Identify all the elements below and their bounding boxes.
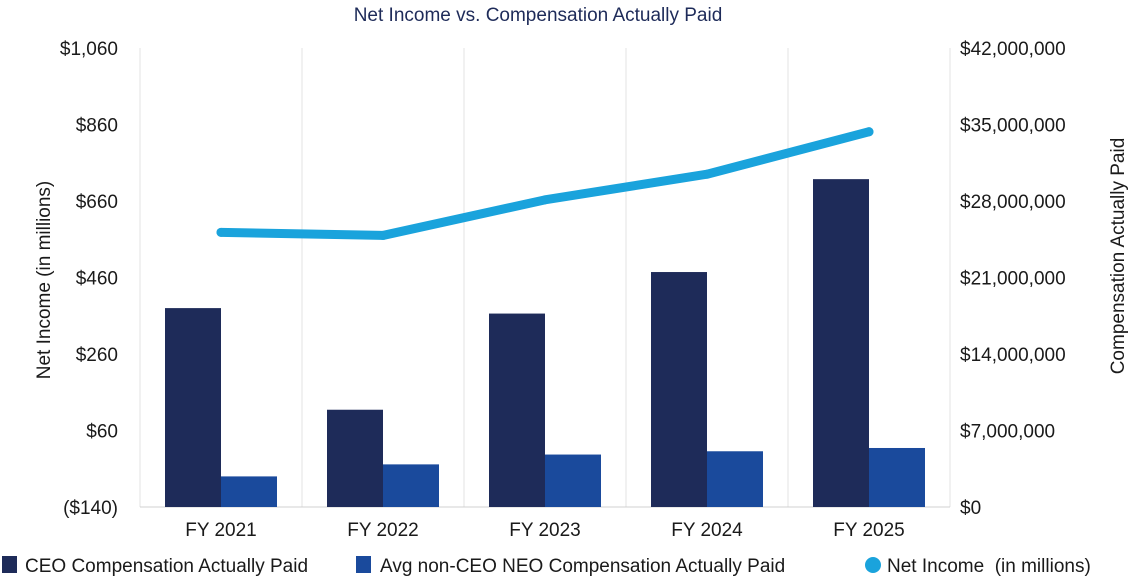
legend-swatch-net-income: [865, 557, 881, 573]
legend-label-neo: Avg non-CEO NEO Compensation Actually Pa…: [380, 556, 785, 577]
legend-label-ceo: CEO Compensation Actually Paid: [25, 556, 308, 577]
right-tick-label: $14,000,000: [960, 345, 1066, 366]
right-axis-label: Compensation Actually Paid: [1108, 138, 1129, 375]
bar-ceo: [651, 272, 707, 507]
x-tick-label: FY 2024: [671, 520, 743, 541]
x-tick-label: FY 2023: [509, 520, 580, 541]
bar-ceo: [489, 313, 545, 507]
bars: [165, 179, 925, 507]
left-tick-label: $260: [76, 345, 118, 366]
x-tick-label: FY 2022: [347, 520, 418, 541]
bar-ceo: [327, 409, 383, 507]
legend-label-net-income: Net Income (in millions): [887, 556, 1091, 577]
net-income-point: [702, 169, 712, 179]
net-income-line: [216, 127, 874, 240]
chart-title: Net Income vs. Compensation Actually Pai…: [354, 5, 723, 26]
net-income-point: [864, 127, 874, 137]
right-tick-label: $42,000,000: [960, 39, 1066, 60]
right-tick-label: $0: [960, 498, 981, 519]
legend-swatch-neo: [356, 556, 371, 573]
left-tick-label: $860: [76, 116, 118, 137]
left-tick-label: $460: [76, 269, 118, 290]
bar-ceo: [165, 308, 221, 507]
bar-neo: [869, 447, 925, 507]
right-tick-label: $7,000,000: [960, 422, 1055, 443]
legend-swatch-ceo: [2, 556, 17, 573]
bar-ceo: [813, 179, 869, 507]
x-axis-ticks: FY 2021 FY 2022 FY 2023 FY 2024 FY 2025: [185, 520, 904, 541]
left-tick-label: ($140): [63, 498, 118, 519]
x-tick-label: FY 2025: [833, 520, 904, 541]
bar-neo: [383, 464, 439, 507]
net-income-point: [540, 195, 550, 205]
legend: CEO Compensation Actually Paid Avg non-C…: [2, 556, 1091, 577]
left-axis-ticks: ($140) $60 $260 $460 $660 $860 $1,060: [60, 39, 118, 519]
right-axis-ticks: $0 $7,000,000 $14,000,000 $21,000,000 $28,00…: [960, 39, 1066, 519]
line-series: [216, 127, 874, 240]
bar-neo: [545, 454, 601, 507]
bar-neo: [707, 451, 763, 507]
net-income-point: [378, 230, 388, 240]
right-tick-label: $28,000,000: [960, 192, 1066, 213]
left-tick-label: $60: [86, 422, 118, 443]
bar-neo: [221, 476, 277, 507]
right-tick-label: $21,000,000: [960, 269, 1066, 290]
left-axis-label: Net Income (in millions): [34, 181, 55, 380]
left-tick-label: $660: [76, 192, 118, 213]
left-tick-label: $1,060: [60, 39, 118, 60]
right-tick-label: $35,000,000: [960, 116, 1066, 137]
x-tick-label: FY 2021: [185, 520, 256, 541]
net-income-point: [216, 227, 226, 237]
